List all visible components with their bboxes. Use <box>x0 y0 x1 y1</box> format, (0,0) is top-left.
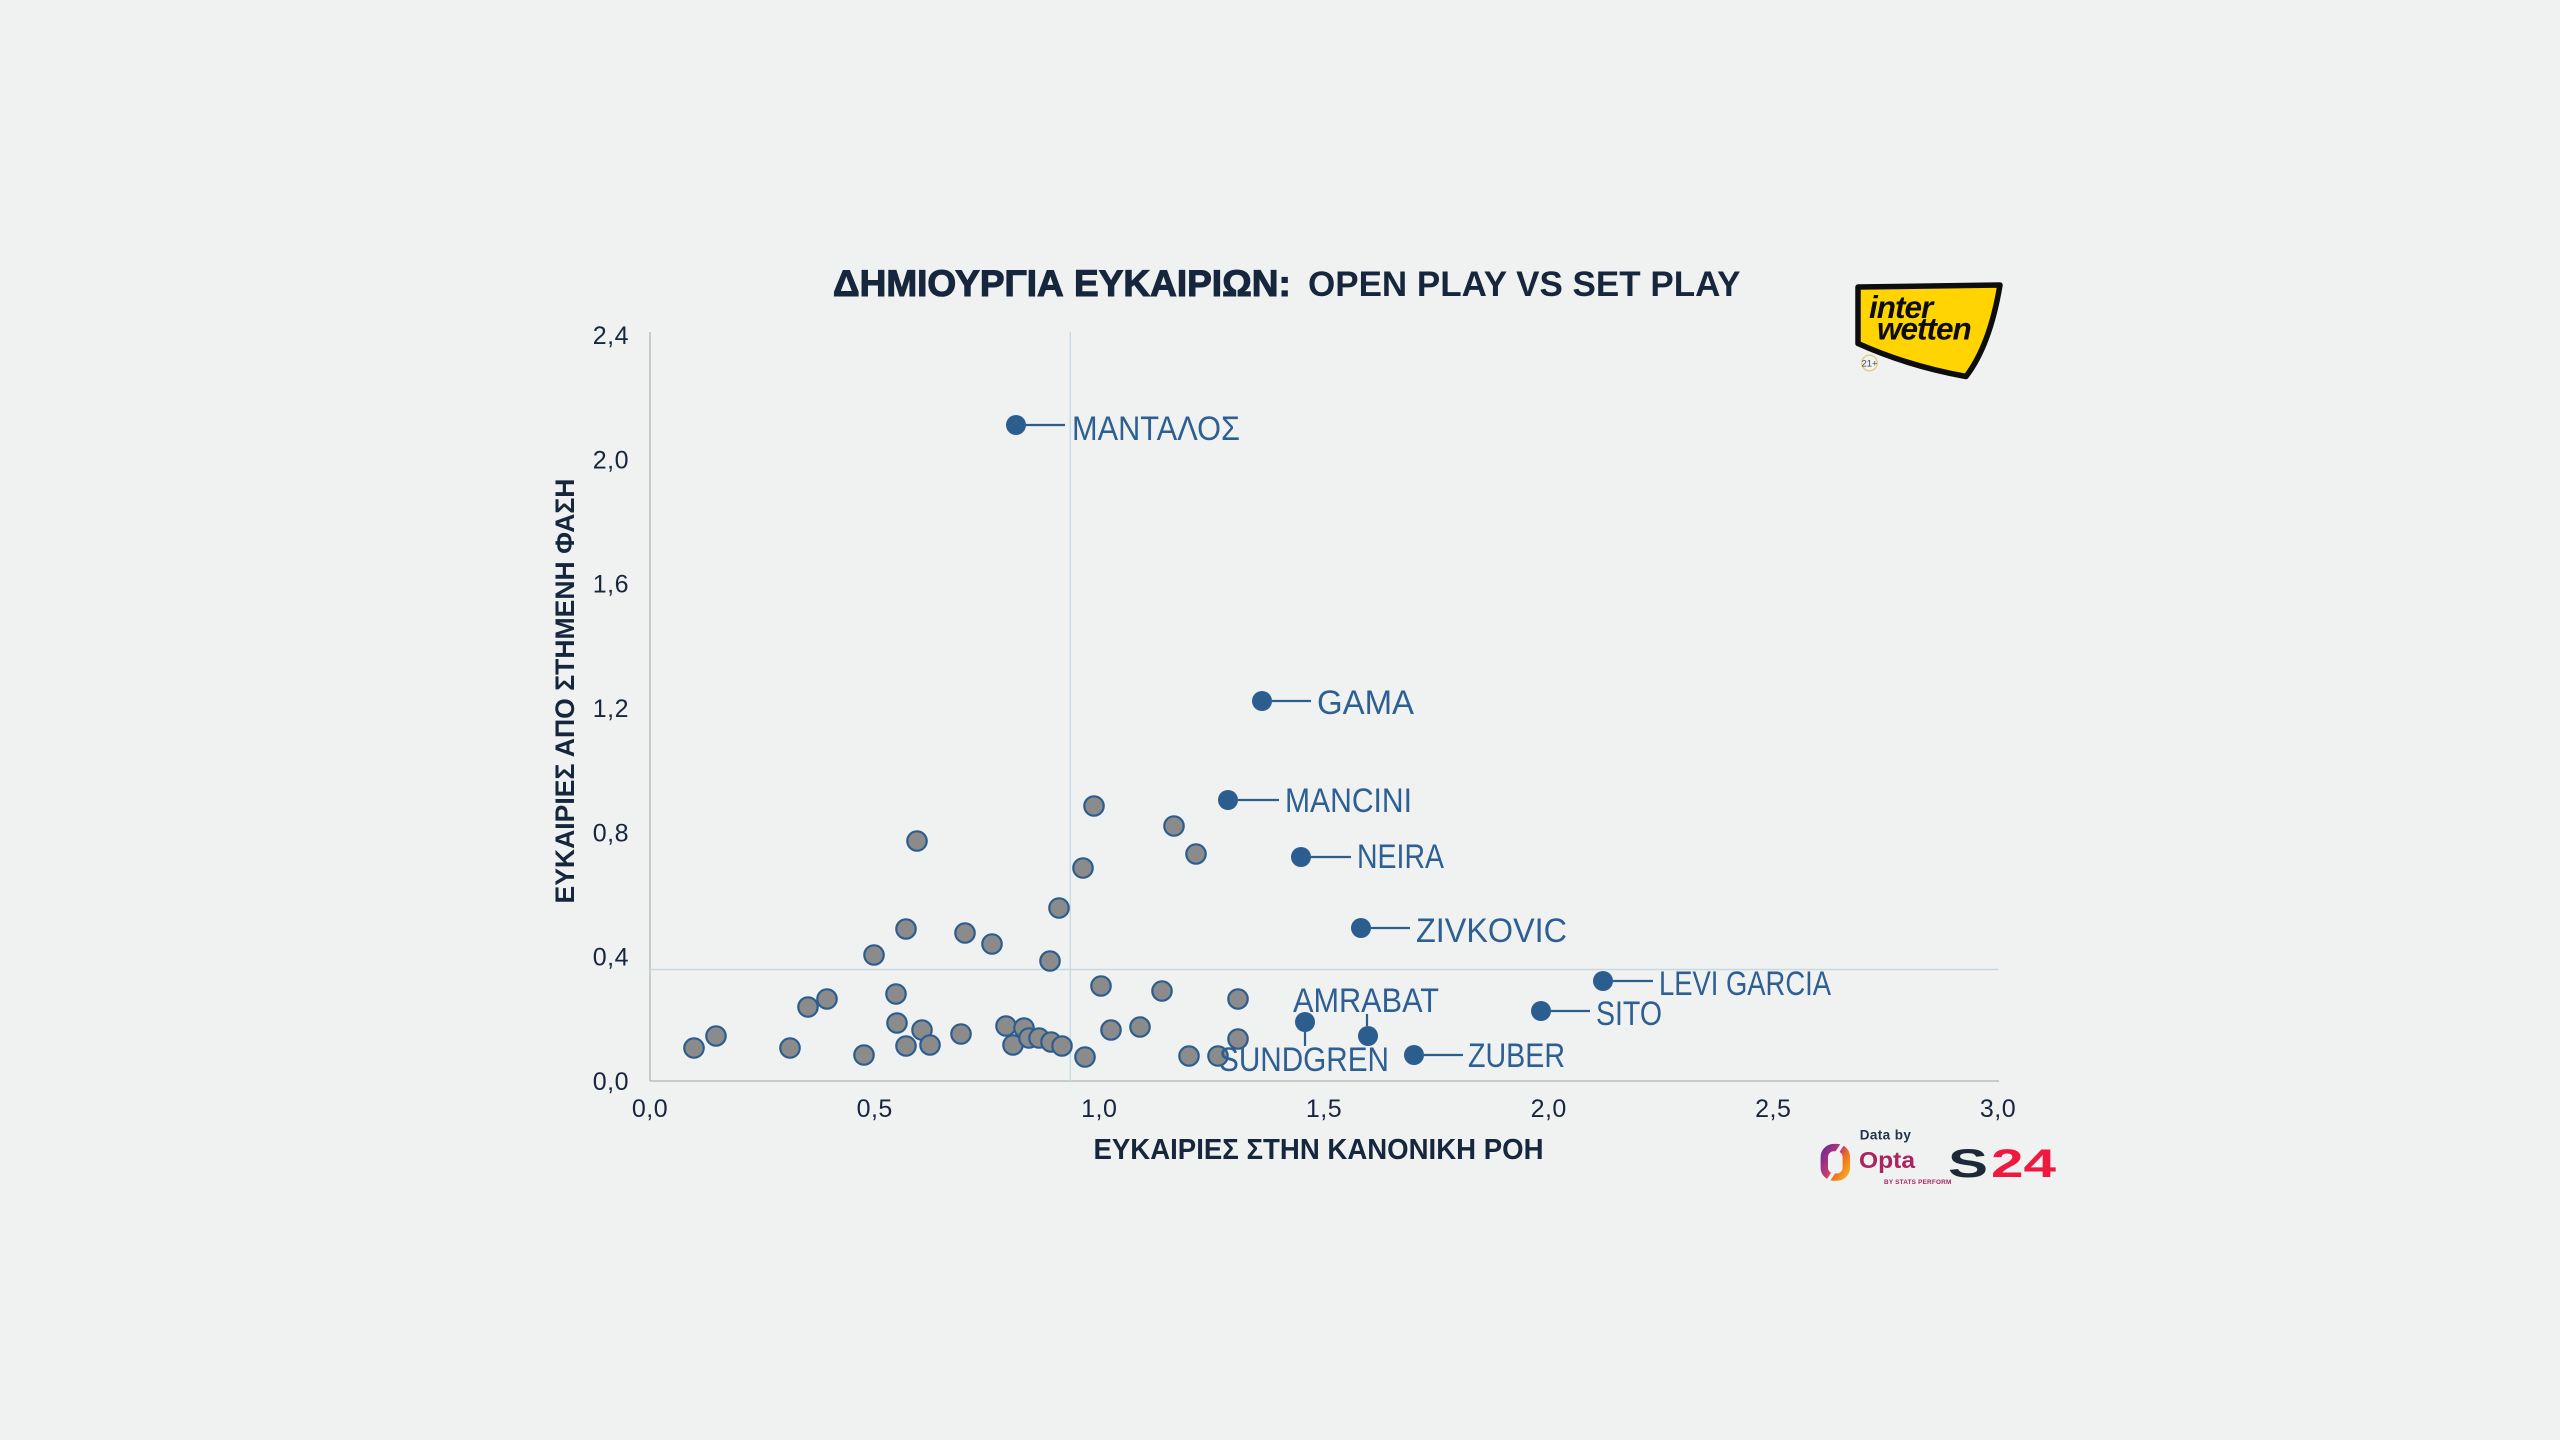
svg-text:LEVI GARCIA: LEVI GARCIA <box>1659 965 1831 1003</box>
svg-text:3,0: 3,0 <box>1980 1095 2016 1123</box>
svg-text:wetten: wetten <box>1877 311 1971 347</box>
svg-text:SITO: SITO <box>1596 995 1662 1033</box>
svg-text:Opta: Opta <box>1859 1147 1915 1173</box>
svg-text:2,5: 2,5 <box>1755 1095 1791 1123</box>
svg-text:AMRABAT: AMRABAT <box>1293 982 1439 1020</box>
svg-text:0,0: 0,0 <box>632 1095 668 1123</box>
svg-text:ΜΑΝΤΑΛΟΣ: ΜΑΝΤΑΛΟΣ <box>1072 410 1240 448</box>
svg-text:1,5: 1,5 <box>1306 1095 1342 1123</box>
svg-text:21+: 21+ <box>1861 359 1878 370</box>
svg-text:ΔΗΜΙΟΥΡΓΙΑ ΕΥΚΑΙΡΙΩΝ:: ΔΗΜΙΟΥΡΓΙΑ ΕΥΚΑΙΡΙΩΝ: <box>833 263 1291 304</box>
svg-text:BY STATS PERFORM: BY STATS PERFORM <box>1884 1179 1951 1186</box>
svg-text:0,5: 0,5 <box>857 1095 893 1123</box>
svg-text:ZUBER: ZUBER <box>1468 1037 1565 1075</box>
svg-text:GAMA: GAMA <box>1317 684 1414 722</box>
svg-text:ΕΥΚΑΙΡΙΕΣ ΣΤΗΝ ΚΑΝΟΝΙΚΗ ΡΟΗ: ΕΥΚΑΙΡΙΕΣ ΣΤΗΝ ΚΑΝΟΝΙΚΗ ΡΟΗ <box>1094 1134 1544 1166</box>
svg-text:inter: inter <box>1869 289 1935 325</box>
svg-text:Data by: Data by <box>1860 1127 1912 1142</box>
svg-text:S: S <box>1948 1142 1988 1186</box>
svg-text:OPEN PLAY VS SET PLAY: OPEN PLAY VS SET PLAY <box>1308 265 1740 304</box>
svg-text:SUNDGREN: SUNDGREN <box>1219 1041 1389 1079</box>
svg-text:0,8: 0,8 <box>593 819 629 847</box>
svg-text:0,4: 0,4 <box>593 944 629 972</box>
svg-text:2,0: 2,0 <box>593 446 629 474</box>
svg-text:1,0: 1,0 <box>1081 1095 1117 1123</box>
svg-text:ΕΥΚΑΙΡΙΕΣ ΑΠΟ ΣΤΗΜΕΝΗ ΦΑΣΗ: ΕΥΚΑΙΡΙΕΣ ΑΠΟ ΣΤΗΜΕΝΗ ΦΑΣΗ <box>550 479 580 904</box>
svg-text:2,0: 2,0 <box>1531 1095 1567 1123</box>
svg-text:1,6: 1,6 <box>593 571 629 599</box>
svg-text:NEIRA: NEIRA <box>1357 838 1444 876</box>
svg-text:24: 24 <box>1991 1142 2057 1186</box>
svg-text:2,4: 2,4 <box>593 322 629 350</box>
svg-text:0,0: 0,0 <box>593 1068 629 1096</box>
svg-text:1,2: 1,2 <box>593 695 629 723</box>
svg-text:MANCINI: MANCINI <box>1285 782 1412 820</box>
svg-text:ZIVKOVIC: ZIVKOVIC <box>1416 912 1567 950</box>
